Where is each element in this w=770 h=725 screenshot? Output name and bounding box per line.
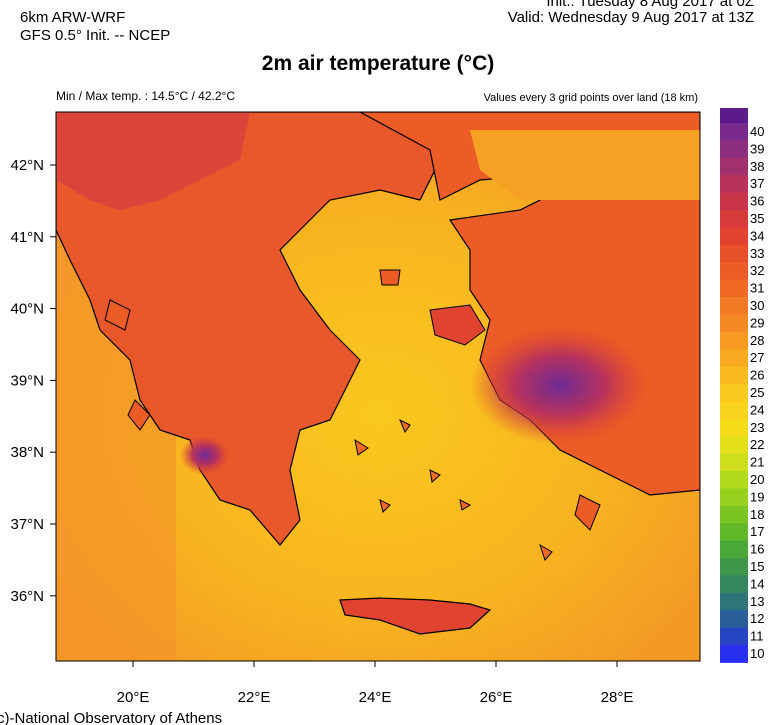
colorbar-label: 32 <box>750 263 764 278</box>
lat-label: 37°N <box>10 516 44 533</box>
colorbar-label: 40 <box>750 124 764 139</box>
colorbar-swatch <box>720 297 748 315</box>
north-hot-zone <box>56 112 250 210</box>
colorbar-swatch <box>720 175 748 194</box>
colorbar-swatch <box>720 436 748 455</box>
marmara <box>470 130 700 200</box>
colorbar-swatch <box>720 123 748 141</box>
colorbar-swatch <box>720 453 748 472</box>
hot-spot <box>470 325 650 445</box>
valid-time: Valid: Wednesday 9 Aug 2017 at 13Z <box>508 9 754 26</box>
colorbar-swatch <box>720 488 748 507</box>
colorbar-swatch <box>720 384 748 402</box>
lat-label: 36°N <box>10 588 44 605</box>
init-time: Init.: Tuesday 8 Aug 2017 at 0Z <box>546 0 754 10</box>
crete <box>339 597 492 635</box>
colorbar: 40 39 38 37 36 35 34 33 32 31 30 29 28 27 26 25 24 23 22 21… <box>720 108 764 663</box>
colorbar-label: 30 <box>750 298 764 313</box>
colorbar-label: 18 <box>750 507 764 522</box>
colorbar-label: 33 <box>750 246 764 261</box>
colorbar-swatch <box>720 210 748 228</box>
lon-label: 24°E <box>359 689 392 706</box>
lat-label: 39°N <box>10 372 44 389</box>
map <box>56 112 700 661</box>
model-label: 6km ARW-WRF <box>20 9 125 26</box>
colorbar-label: 24 <box>750 402 764 417</box>
lat-label: 38°N <box>10 444 44 461</box>
colorbar-label: 12 <box>750 611 764 626</box>
colorbar-swatch <box>720 645 748 663</box>
lon-label: 22°E <box>238 689 271 706</box>
colorbar-label: 10 <box>750 646 764 661</box>
colorbar-swatch <box>720 505 748 524</box>
colorbar-label: 23 <box>750 420 764 435</box>
colorbar-swatch <box>720 610 748 629</box>
colorbar-label: 15 <box>750 559 764 574</box>
colorbar-swatch <box>720 558 748 576</box>
colorbar-label: 19 <box>750 489 764 504</box>
colorbar-label: 29 <box>750 315 764 330</box>
colorbar-label: 36 <box>750 194 764 209</box>
colorbar-swatch <box>720 401 748 420</box>
balkan-land <box>56 112 451 546</box>
lon-label: 20°E <box>117 689 150 706</box>
lat-label: 42°N <box>10 157 44 174</box>
colorbar-label: 27 <box>750 350 764 365</box>
colorbar-label: 38 <box>750 159 764 174</box>
colorbar-label: 39 <box>750 141 764 156</box>
colorbar-label: 16 <box>750 542 764 557</box>
colorbar-label: 17 <box>750 524 764 539</box>
colorbar-label: 34 <box>750 228 764 243</box>
lat-label: 41°N <box>10 229 44 246</box>
colorbar-label: 25 <box>750 385 764 400</box>
colorbar-label: 35 <box>750 211 764 226</box>
colorbar-label: 21 <box>750 455 764 470</box>
lon-label: 28°E <box>601 689 634 706</box>
colorbar-swatch <box>720 331 748 350</box>
colorbar-swatch <box>720 349 748 368</box>
island <box>354 418 553 561</box>
colorbar-swatch <box>720 540 748 559</box>
colorbar-swatch <box>720 279 748 298</box>
colorbar-label: 14 <box>750 576 764 591</box>
colorbar-swatch <box>720 575 748 594</box>
colorbar-swatch <box>720 418 748 437</box>
colorbar-label: 37 <box>750 176 764 191</box>
lat-label: 40°N <box>10 301 44 318</box>
colorbar-label: 26 <box>750 368 764 383</box>
lesvos <box>429 304 486 346</box>
colorbar-cap <box>720 108 748 123</box>
colorbar-swatch <box>720 140 748 159</box>
colorbar-swatch <box>720 262 748 281</box>
colorbar-swatch <box>720 192 748 211</box>
colorbar-swatch <box>720 157 748 176</box>
map-title: 2m air temperature (°C) <box>262 52 494 75</box>
min-max: Min / Max temp. : 14.5°C / 42.2°C <box>56 89 235 103</box>
lon-label: 26°E <box>480 689 513 706</box>
footer: (c)-National Observatory of Athens <box>0 710 222 725</box>
colorbar-label: 22 <box>750 437 764 452</box>
init-source: GFS 0.5° Init. -- NCEP <box>20 27 170 44</box>
colorbar-swatch <box>720 366 748 385</box>
colorbar-swatch <box>720 592 748 611</box>
colorbar-label: 20 <box>750 472 764 487</box>
colorbar-label: 31 <box>750 281 764 296</box>
map-frame <box>55 111 701 662</box>
hot-spot <box>180 435 230 475</box>
island <box>104 269 601 531</box>
colorbar-swatch <box>720 314 748 333</box>
colorbar-swatch <box>720 471 748 489</box>
colorbar-label: 13 <box>750 594 764 609</box>
colorbar-label: 11 <box>750 629 764 644</box>
colorbar-swatch <box>720 227 748 246</box>
colorbar-label: 28 <box>750 333 764 348</box>
colorbar-swatch <box>720 627 748 646</box>
colorbar-swatch <box>720 523 748 542</box>
axes: 42°N 41°N 40°N 39°N 38°N 37°N 36°N 20°E 22°E 24°E… <box>10 157 633 706</box>
resolution-note: Values every 3 grid points over land (18… <box>484 92 698 104</box>
colorbar-swatch <box>720 244 748 263</box>
